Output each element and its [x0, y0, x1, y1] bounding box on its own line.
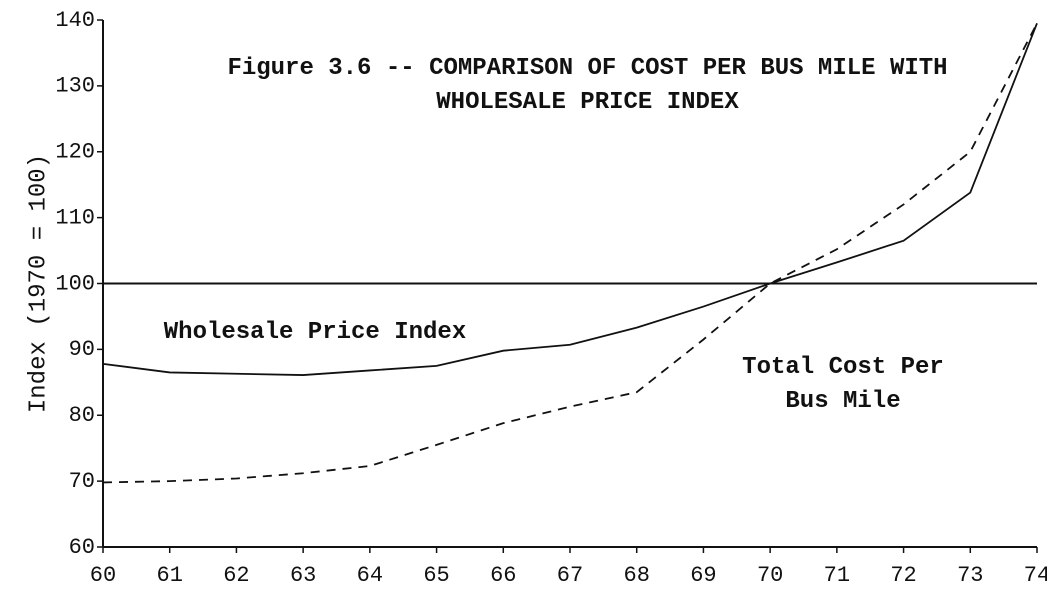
x-tick-label: 69 [690, 563, 716, 588]
y-tick-label: 100 [55, 271, 95, 296]
y-tick-label: 90 [69, 337, 95, 362]
y-tick-label: 110 [55, 205, 95, 230]
y-axis-label: Index (1970 = 100) [25, 154, 52, 413]
y-tick-label: 60 [69, 535, 95, 560]
y-tick-label: 80 [69, 403, 95, 428]
x-tick-label: 64 [357, 563, 383, 588]
series-label: Total Cost Per Bus Mile [742, 354, 944, 415]
x-tick-label: 70 [757, 563, 783, 588]
series-line [102, 22, 1038, 376]
x-tick-label: 68 [624, 563, 650, 588]
x-tick-label: 66 [490, 563, 516, 588]
x-tick-label: 72 [890, 563, 916, 588]
x-tick-label: 67 [557, 563, 583, 588]
x-tick-label: 73 [957, 563, 983, 588]
x-tick-label: 74 [1024, 563, 1047, 588]
series-label: Wholesale Price Index [163, 319, 467, 346]
chart-title: Figure 3.6 -- COMPARISON OF COST PER BUS… [227, 55, 948, 116]
y-tick-label: 130 [55, 74, 95, 99]
x-tick-label: 60 [90, 563, 116, 588]
y-tick-label: 70 [69, 469, 95, 494]
y-tick-label: 140 [55, 8, 95, 33]
x-tick-label: 63 [290, 563, 316, 588]
x-tick-label: 62 [223, 563, 249, 588]
y-tick-label: 120 [55, 140, 95, 165]
x-tick-label: 61 [157, 563, 183, 588]
x-tick-label: 71 [824, 563, 850, 588]
x-tick-label: 65 [423, 563, 449, 588]
